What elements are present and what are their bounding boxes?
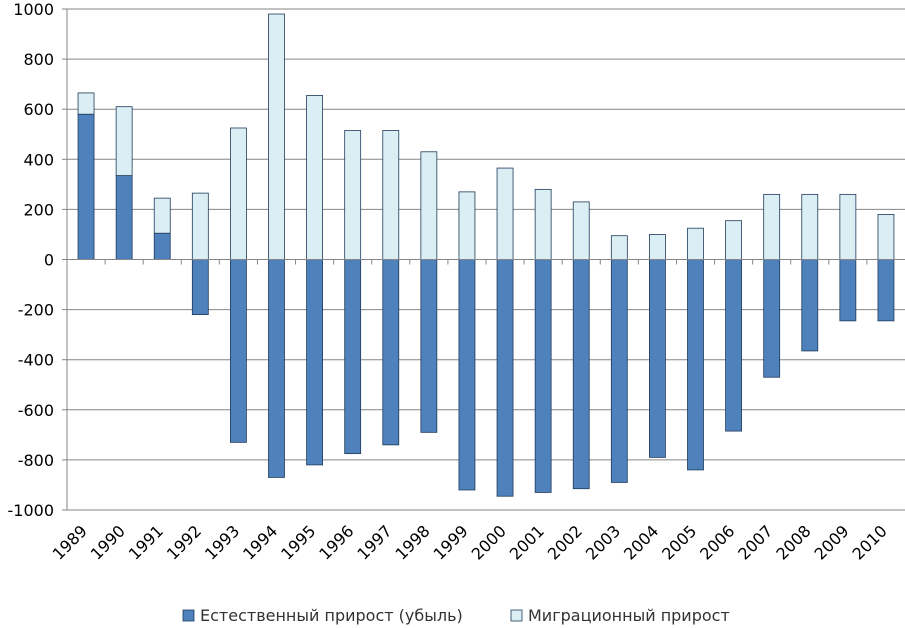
bar-migration-1990 xyxy=(115,106,133,176)
bar-migration-1997 xyxy=(382,130,400,260)
x-tick-label: 1994 xyxy=(239,521,281,563)
y-tick-label: -800 xyxy=(18,451,54,470)
y-tick-label: 400 xyxy=(23,150,54,169)
x-tick-label: 1995 xyxy=(277,521,319,563)
bar-natural-1994 xyxy=(268,259,285,478)
legend-swatch-migration xyxy=(510,609,523,622)
bar-natural-1993 xyxy=(230,259,247,443)
bar-migration-2001 xyxy=(534,188,552,260)
bar-natural-2005 xyxy=(687,259,704,471)
bar-migration-2006 xyxy=(725,220,742,260)
bar-natural-1992 xyxy=(191,259,209,316)
bar-migration-2000 xyxy=(496,167,514,260)
bar-natural-1999 xyxy=(458,259,476,491)
x-tick-label: 1989 xyxy=(49,521,91,563)
bar-migration-2008 xyxy=(801,193,819,260)
x-tick-label: 1990 xyxy=(87,521,129,563)
y-tick-label: 1000 xyxy=(13,0,54,19)
bar-natural-1990 xyxy=(115,175,133,260)
bar-migration-1989 xyxy=(77,92,95,115)
x-axis-ticks: 1989199019911992199319941995199619971998… xyxy=(49,521,891,563)
x-tick-label: 2005 xyxy=(658,521,700,563)
bar-natural-2006 xyxy=(725,259,742,432)
x-tick-label: 2001 xyxy=(506,521,548,563)
bar-natural-2007 xyxy=(763,259,781,378)
y-tick-label: 800 xyxy=(23,50,54,69)
y-tick-label: -200 xyxy=(18,301,54,320)
legend-swatch-natural xyxy=(182,609,195,622)
bar-natural-1995 xyxy=(306,259,323,466)
bar-migration-2005 xyxy=(687,227,704,260)
y-tick-label: -1000 xyxy=(8,501,55,520)
bar-natural-1991 xyxy=(153,232,171,260)
x-tick-label: 1991 xyxy=(125,521,167,563)
x-tick-label: 2010 xyxy=(849,521,891,563)
bar-migration-2007 xyxy=(763,193,781,260)
bar-natural-1989 xyxy=(77,113,95,260)
bar-natural-2010 xyxy=(877,259,895,322)
x-tick-label: 2008 xyxy=(772,521,814,563)
bar-migration-1995 xyxy=(306,95,323,260)
x-tick-label: 2003 xyxy=(582,521,624,563)
bar-migration-1999 xyxy=(458,191,476,260)
bar-natural-1997 xyxy=(382,259,400,446)
bar-natural-1998 xyxy=(420,259,438,433)
legend-label-migration: Миграционный прирост xyxy=(528,606,730,625)
bar-natural-2009 xyxy=(839,259,857,322)
bar-migration-2010 xyxy=(877,214,895,260)
bar-natural-2000 xyxy=(496,259,514,497)
legend: Естественный прирост (убыль) Миграционны… xyxy=(182,606,730,625)
y-tick-label: 200 xyxy=(23,200,54,219)
bar-migration-1991 xyxy=(153,197,171,234)
bar-migration-1994 xyxy=(268,13,285,260)
y-tick-label: 0 xyxy=(44,251,54,270)
x-tick-label: 1992 xyxy=(163,521,205,563)
bar-migration-2003 xyxy=(610,235,628,260)
bar-migration-2002 xyxy=(572,201,590,260)
x-tick-label: 2006 xyxy=(696,521,738,563)
bar-migration-1993 xyxy=(230,127,247,260)
x-tick-label: 2007 xyxy=(734,521,776,563)
x-tick-label: 1999 xyxy=(430,521,472,563)
bar-migration-1998 xyxy=(420,151,438,260)
y-tick-label: 600 xyxy=(23,100,54,119)
y-tick-label: -400 xyxy=(18,351,54,370)
y-axis-ticks: 1000 800 600 400 200 0 -200 -400 -600 -800 -1000 xyxy=(8,0,67,520)
bar-migration-1992 xyxy=(191,192,209,260)
legend-label-natural: Естественный прирост (убыль) xyxy=(200,606,463,625)
x-tick-label: 1997 xyxy=(353,521,395,563)
x-tick-label: 2000 xyxy=(468,521,510,563)
x-tick-label: 2002 xyxy=(544,521,586,563)
bars xyxy=(77,13,895,497)
y-tick-label: -600 xyxy=(18,401,54,420)
bar-migration-2009 xyxy=(839,193,857,260)
x-tick-label: 2004 xyxy=(620,521,662,563)
x-tick-label: 1993 xyxy=(201,521,243,563)
x-tick-label: 1998 xyxy=(391,521,433,563)
bar-migration-1996 xyxy=(344,130,362,260)
bar-natural-1996 xyxy=(344,259,362,455)
bar-natural-2003 xyxy=(610,259,628,483)
x-tick-label: 1996 xyxy=(315,521,357,563)
bar-natural-2002 xyxy=(572,259,590,490)
x-tick-label: 2009 xyxy=(810,521,852,563)
axes xyxy=(66,9,905,510)
bar-natural-2008 xyxy=(801,259,819,352)
bar-migration-2004 xyxy=(649,234,666,260)
bar-natural-2004 xyxy=(649,259,666,458)
bar-natural-2001 xyxy=(534,259,552,493)
